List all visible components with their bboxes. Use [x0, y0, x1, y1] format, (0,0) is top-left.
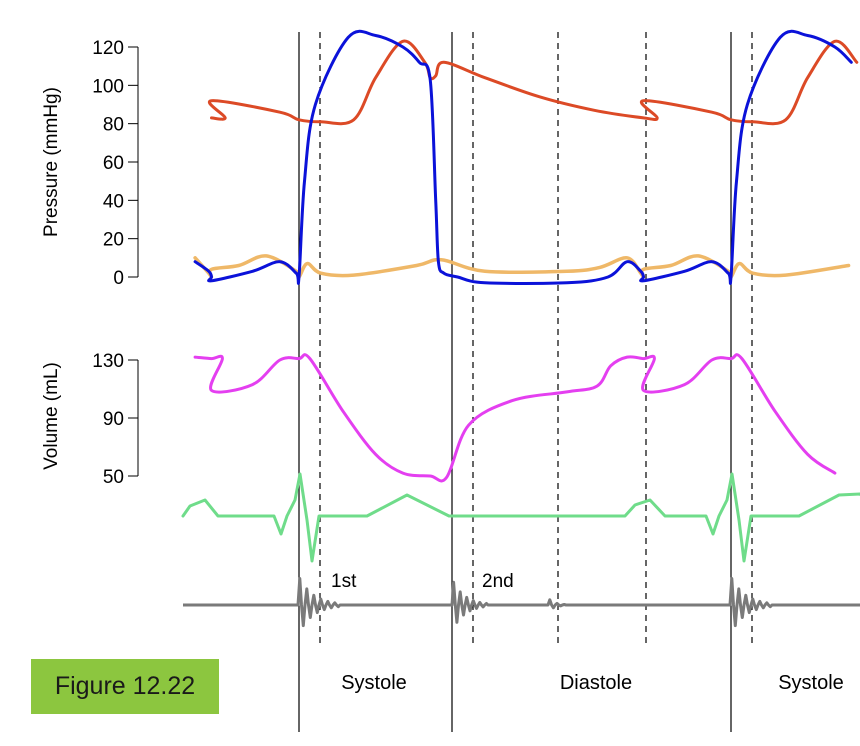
volume-tick-label: 90: [103, 409, 124, 430]
pressure-tick-label: 100: [92, 76, 124, 97]
aortic-pressure-line: [207, 39, 859, 126]
pressure-tick-label: 60: [103, 153, 124, 174]
phase-label-systole-2: Systole: [778, 672, 844, 694]
pressure-ticks: 0 20 40 60 80 100 120: [92, 38, 138, 289]
pressure-axis-title: Pressure (mmHg): [41, 87, 62, 237]
pressure-tick-label: 120: [92, 38, 124, 59]
atrial-pressure-line: [193, 254, 851, 280]
second-sound-label: 2nd: [482, 571, 514, 592]
pressure-tick-label: 40: [103, 191, 124, 212]
first-sound-label: 1st: [331, 571, 357, 592]
phase-label-systole-1: Systole: [341, 672, 407, 694]
heart-sound-line: [183, 577, 860, 628]
volume-axis-title: Volume (mL): [41, 362, 62, 470]
pressure-tick-label: 0: [113, 268, 124, 289]
pressure-tick-label: 20: [103, 230, 124, 251]
phase-label-diastole: Diastole: [560, 672, 632, 694]
ecg-line: [181, 472, 860, 563]
figure-label-badge: Figure 12.22: [31, 659, 219, 714]
volume-tick-label: 130: [92, 351, 124, 372]
pressure-tick-label: 80: [103, 115, 124, 136]
phase-lines: [298, 32, 753, 732]
ventricular-volume-line: [193, 353, 837, 483]
volume-ticks: 50 90 130: [92, 351, 138, 488]
volume-tick-label: 50: [103, 467, 124, 488]
ventricular-pressure-line: [193, 29, 853, 285]
